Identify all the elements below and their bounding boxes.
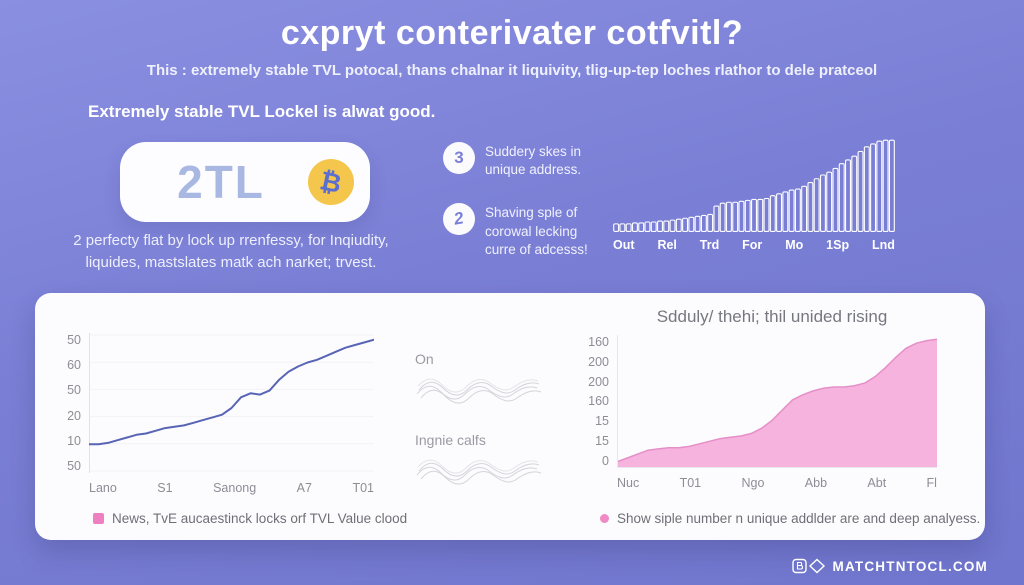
- page-subtitle: This : extremely stable TVL potocal, tha…: [146, 62, 878, 79]
- pink-dot-swatch-icon: [600, 514, 609, 523]
- x-tick-label: Ngo: [741, 476, 765, 490]
- tvl-heading: Extremely stable TVL Lockel is alwat goo…: [88, 102, 436, 121]
- y-tick-label: 160: [588, 394, 609, 409]
- x-tick-label: Trd: [699, 238, 720, 252]
- y-tick-label: 200: [588, 374, 609, 389]
- x-tick-label: For: [742, 238, 763, 252]
- bitcoin-icon: ₿: [308, 159, 354, 205]
- y-tick-label: 200: [588, 354, 609, 369]
- area-chart-title: Sdduly/ thehi; thil unided rising: [656, 307, 888, 326]
- wave-label-on: On: [415, 351, 434, 367]
- x-tick-label: Lnd: [872, 238, 895, 252]
- x-tick-label: T01: [352, 481, 374, 495]
- brand-watermark: MATCHTNTOCL.COM: [791, 558, 988, 574]
- legend-text: News, TvE aucaestinck locks orf TVL Valu…: [112, 511, 408, 526]
- point-number: 3: [454, 148, 464, 167]
- unique-address-area-chart: Sdduly/ thehi; thil unided rising 160 200…: [575, 307, 969, 490]
- y-tick-label: 50: [67, 333, 81, 347]
- y-tick-label: 60: [67, 358, 81, 373]
- x-tick-label: Rel: [657, 238, 677, 252]
- x-tick-label: 1Sp: [826, 238, 850, 252]
- x-tick-label: Nuc: [617, 476, 640, 490]
- x-tick-label: Fl: [926, 476, 937, 490]
- scribble-2-icon: 2: [443, 203, 475, 236]
- y-tick-label: 0: [602, 453, 609, 468]
- pink-square-swatch-icon: [93, 513, 104, 524]
- line-chart-legend: News, TvE aucaestinck locks orf TVL Valu…: [93, 511, 407, 526]
- line-chart-canvas: [89, 333, 374, 473]
- bar-chart-x-axis: Out Rel Trd For Mo 1Sp Lnd: [613, 238, 895, 252]
- y-tick-label: 50: [67, 383, 81, 398]
- bar-chart-canvas: [613, 139, 895, 232]
- tvl-line-chart: 50 60 50 20 10 50 Lano S1 Sanong A7 T01: [47, 333, 374, 495]
- y-tick-label: 20: [67, 408, 81, 423]
- x-tick-label: Abt: [867, 476, 887, 490]
- key-point: 3 Suddery skes in unique address.: [443, 142, 601, 179]
- y-tick-label: 15: [595, 414, 609, 429]
- x-tick-label: Sanong: [213, 481, 257, 495]
- bitcoin-symbol: ₿: [317, 164, 345, 199]
- area-chart-plot-area: Nuc T01 Ngo Abb Abt Fl: [617, 335, 937, 490]
- line-chart-plot-area: Lano S1 Sanong A7 T01: [89, 333, 374, 495]
- y-tick-label: 10: [67, 433, 81, 448]
- x-tick-label: Lano: [89, 481, 117, 495]
- area-chart-legend: Show siple number n unique addlder are a…: [600, 511, 980, 526]
- brand-text: MATCHTNTOCL.COM: [832, 558, 988, 574]
- key-points-list: 3 Suddery skes in unique address. 2 Shav…: [443, 142, 601, 259]
- brand-logo-icon: [791, 558, 825, 574]
- area-chart-canvas: [617, 335, 937, 468]
- area-chart-y-axis: 160 200 200 160 15 15 0: [575, 335, 617, 468]
- wave-annotations: On Ingnie calfs: [415, 351, 565, 513]
- point-number: 2: [452, 208, 466, 230]
- point-text: Shaving sple of corowal lecking curre of…: [485, 205, 588, 257]
- x-tick-label: Mo: [785, 238, 804, 252]
- y-tick-label: 160: [588, 335, 609, 349]
- wave-label-ingnie: Ingnie calfs: [415, 432, 486, 448]
- page-title: cxpryt conterivater cotfvitl?: [280, 14, 744, 52]
- x-tick-label: T01: [679, 476, 702, 490]
- point-text: Suddery skes in unique address.: [485, 144, 582, 178]
- number-3-icon: 3: [443, 142, 475, 174]
- x-tick-label: Abb: [804, 476, 828, 490]
- squiggle-lines-icon: [416, 378, 542, 404]
- tvl-description: 2 perfecty flat by lock up rrenfessy, fo…: [73, 232, 389, 271]
- tvl-badge: 2TL ₿: [120, 142, 370, 222]
- x-tick-label: Out: [613, 238, 635, 252]
- legend-text: Show siple number n unique addlder are a…: [617, 511, 981, 526]
- analytics-card: 50 60 50 20 10 50 Lano S1 Sanong A7 T01 On Ingnie…: [35, 293, 985, 540]
- y-tick-label: 15: [595, 434, 609, 449]
- y-tick-label: 50: [67, 458, 81, 473]
- key-point: 2 Shaving sple of corowal lecking curre …: [443, 203, 601, 259]
- squiggle-lines-icon: [416, 459, 542, 485]
- area-chart-x-axis: Nuc T01 Ngo Abb Abt Fl: [617, 476, 937, 490]
- x-tick-label: S1: [157, 481, 173, 495]
- address-growth-bar-chart: Out Rel Trd For Mo 1Sp Lnd: [613, 136, 895, 252]
- tvl-badge-value: 2TL: [177, 156, 265, 208]
- line-chart-y-axis: 50 60 50 20 10 50: [47, 333, 89, 473]
- x-tick-label: A7: [296, 481, 312, 495]
- line-chart-x-axis: Lano S1 Sanong A7 T01: [89, 481, 374, 495]
